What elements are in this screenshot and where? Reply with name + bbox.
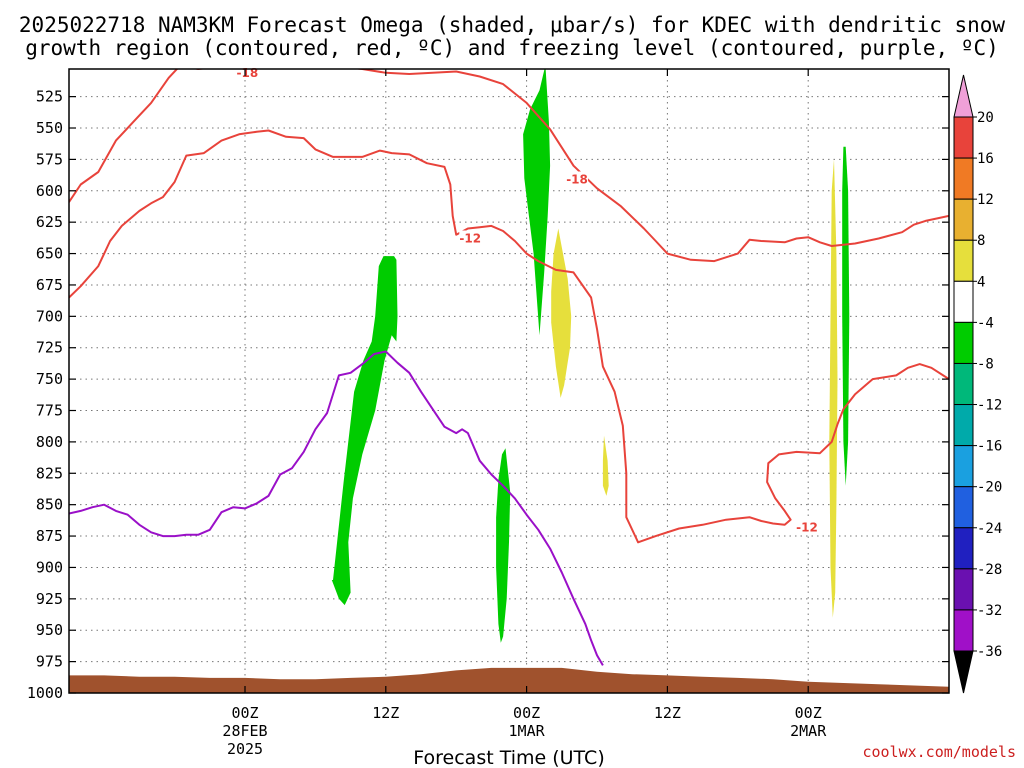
y-tick-label: 700	[36, 307, 63, 325]
colorbar-tick-label: -8	[977, 356, 994, 372]
colorbar-band	[953, 280, 974, 323]
omega-shading-layer	[331, 69, 850, 643]
y-tick-label: 950	[36, 621, 63, 639]
terrain-fill	[69, 667, 949, 693]
y-axis: 525 550 575 600 625 650 675 700 725 750 775 800 825 8…	[27, 88, 949, 702]
x-axis-title: Forecast Time (UTC)	[413, 747, 604, 768]
contour-label-bg	[566, 171, 589, 186]
contour-label-bg	[459, 230, 482, 245]
y-tick-label: 775	[36, 402, 63, 420]
contour-line	[69, 350, 604, 666]
contour-line	[69, 129, 949, 544]
colorbar-tick-label: -24	[977, 521, 1002, 537]
colorbar-tick-label: 4	[977, 274, 985, 290]
x-tick-label: 00Z	[513, 704, 540, 722]
y-tick-label: 675	[36, 276, 63, 294]
y-tick-label: 625	[36, 213, 63, 231]
colorbar-band	[953, 486, 974, 529]
contour-label-layer: -18 -18 -12 -12	[236, 64, 819, 534]
colorbar-tick-label: -28	[977, 562, 1002, 578]
contour-line	[69, 69, 949, 263]
colorbar-band	[953, 321, 974, 364]
omega-shaded-region	[331, 256, 398, 606]
contour-label: -12	[796, 520, 818, 534]
plot-frame	[68, 68, 950, 694]
x-tick-label: 00Z	[231, 704, 258, 722]
x-tick-label: 1MAR	[509, 722, 546, 740]
y-tick-label: 725	[36, 339, 63, 357]
x-tick-label: 2MAR	[790, 722, 827, 740]
colorbar-tick-label: 8	[977, 233, 985, 249]
colorbar-band	[953, 198, 974, 241]
colorbar-band	[953, 609, 974, 652]
y-tick-label: 575	[36, 150, 63, 168]
y-tick-label: 925	[36, 590, 63, 608]
y-tick-label: 650	[36, 245, 63, 263]
colorbar-band	[953, 568, 974, 611]
y-tick-label: 600	[36, 182, 63, 200]
colorbar-bottom-arrow	[953, 650, 974, 694]
plot-area: -18 -18 -12 -12	[68, 64, 950, 694]
omega-shaded-region	[551, 228, 572, 398]
y-tick-label: 750	[36, 370, 63, 388]
colorbar-tick-label: -4	[977, 315, 994, 331]
contour-label: -18	[237, 66, 259, 80]
colorbar: 20 16 12 8 4 -4 -8 -12 -16 -20 -24 -28 -32 -36	[953, 74, 1002, 694]
y-tick-label: 875	[36, 527, 63, 545]
contour-label-bg	[796, 519, 819, 534]
colorbar-tick-label: 20	[977, 110, 994, 126]
omega-shaded-region	[496, 448, 511, 643]
colorbar-tick-label: -36	[977, 644, 1002, 660]
x-tick-label: 12Z	[654, 704, 681, 722]
colorbar-band	[953, 404, 974, 447]
y-tick-label: 825	[36, 464, 63, 482]
contour-label: -18	[566, 172, 588, 186]
colorbar-band	[953, 362, 974, 406]
y-tick-label: 550	[36, 119, 63, 137]
chart-title-line-2: growth region (contoured, red, ºC) and f…	[25, 36, 999, 60]
x-tick-label: 28FEB	[222, 722, 267, 740]
colorbar-tick-label: 16	[977, 151, 994, 167]
colorbar-band	[953, 157, 974, 200]
terrain-layer	[69, 667, 949, 693]
contour-layer	[69, 69, 949, 666]
y-tick-label: 900	[36, 558, 63, 576]
colorbar-tick-label: -32	[977, 603, 1002, 619]
y-tick-label: 1000	[27, 684, 63, 702]
colorbar-band	[953, 527, 974, 570]
colorbar-band	[953, 445, 974, 488]
grid-lines	[69, 69, 949, 694]
y-tick-label: 850	[36, 496, 63, 514]
omega-shaded-region	[602, 435, 609, 496]
colorbar-tick-label: -16	[977, 439, 1002, 455]
y-tick-label: 975	[36, 653, 63, 671]
colorbar-top-arrow	[953, 74, 974, 118]
contour-label: -12	[459, 231, 481, 245]
y-tick-label: 525	[36, 88, 63, 106]
x-tick-label: 00Z	[795, 704, 822, 722]
x-tick-label: 2025	[227, 740, 263, 758]
chart-title-line-1: 2025022718 NAM3KM Forecast Omega (shaded…	[19, 13, 1006, 37]
colorbar-band	[953, 116, 974, 159]
colorbar-tick-label: 12	[977, 192, 994, 208]
x-tick-label: 12Z	[372, 704, 399, 722]
y-tick-label: 800	[36, 433, 63, 451]
credit-text: coolwx.com/models	[862, 743, 1016, 761]
colorbar-tick-label: -12	[977, 398, 1002, 414]
omega-shaded-region	[829, 159, 838, 618]
omega-shaded-region	[842, 146, 850, 486]
colorbar-tick-label: -20	[977, 480, 1002, 496]
omega-shaded-region	[523, 69, 551, 336]
colorbar-band	[953, 239, 974, 282]
